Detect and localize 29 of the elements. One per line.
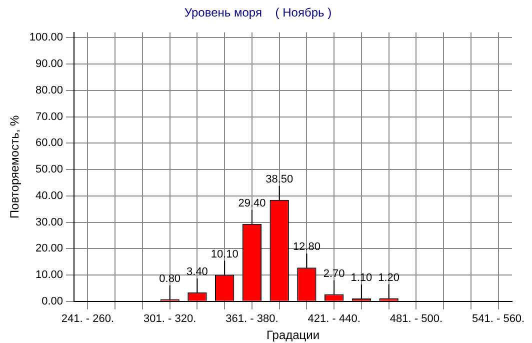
x-tick-label: 421. - 440. — [308, 313, 360, 326]
data-label: 29.40 — [238, 197, 266, 210]
y-tick-label: 50.00 — [36, 164, 64, 176]
y-tick-label: 30.00 — [36, 216, 64, 228]
y-axis-title: Повторяемость, % — [8, 114, 22, 218]
x-tick-label: 241. - 260. — [61, 313, 114, 326]
data-label: 2.70 — [323, 268, 345, 280]
x-tick-label: 301. - 320. — [144, 313, 196, 326]
y-tick-label: 10.00 — [36, 269, 64, 282]
data-label: 3.40 — [186, 266, 208, 278]
y-tick-label: 100.00 — [29, 32, 64, 44]
data-label: 1.10 — [350, 272, 372, 284]
data-label: 0.80 — [159, 272, 181, 285]
y-tick-label: 70.00 — [36, 110, 64, 123]
data-label: 12.80 — [292, 241, 320, 254]
data-label: 38.50 — [266, 173, 294, 186]
x-axis-title: Градации — [266, 328, 320, 342]
y-tick-label: 60.00 — [36, 137, 64, 150]
y-tick-label: 40.00 — [36, 190, 64, 202]
data-label: 1.20 — [378, 272, 400, 284]
y-tick-label: 80.00 — [36, 84, 64, 96]
data-label: 10.10 — [210, 248, 238, 260]
y-tick-label: 0.00 — [42, 295, 64, 308]
x-tick-label: 481. - 500. — [390, 313, 442, 326]
x-tick-label: 361. - 380. — [226, 313, 278, 326]
y-tick-label: 20.00 — [36, 242, 64, 255]
y-tick-label: 90.00 — [36, 58, 64, 70]
chart-title: Уровень моря ( Ноябрь ) — [184, 6, 332, 20]
x-tick-label: 541. - 560. — [472, 313, 525, 326]
